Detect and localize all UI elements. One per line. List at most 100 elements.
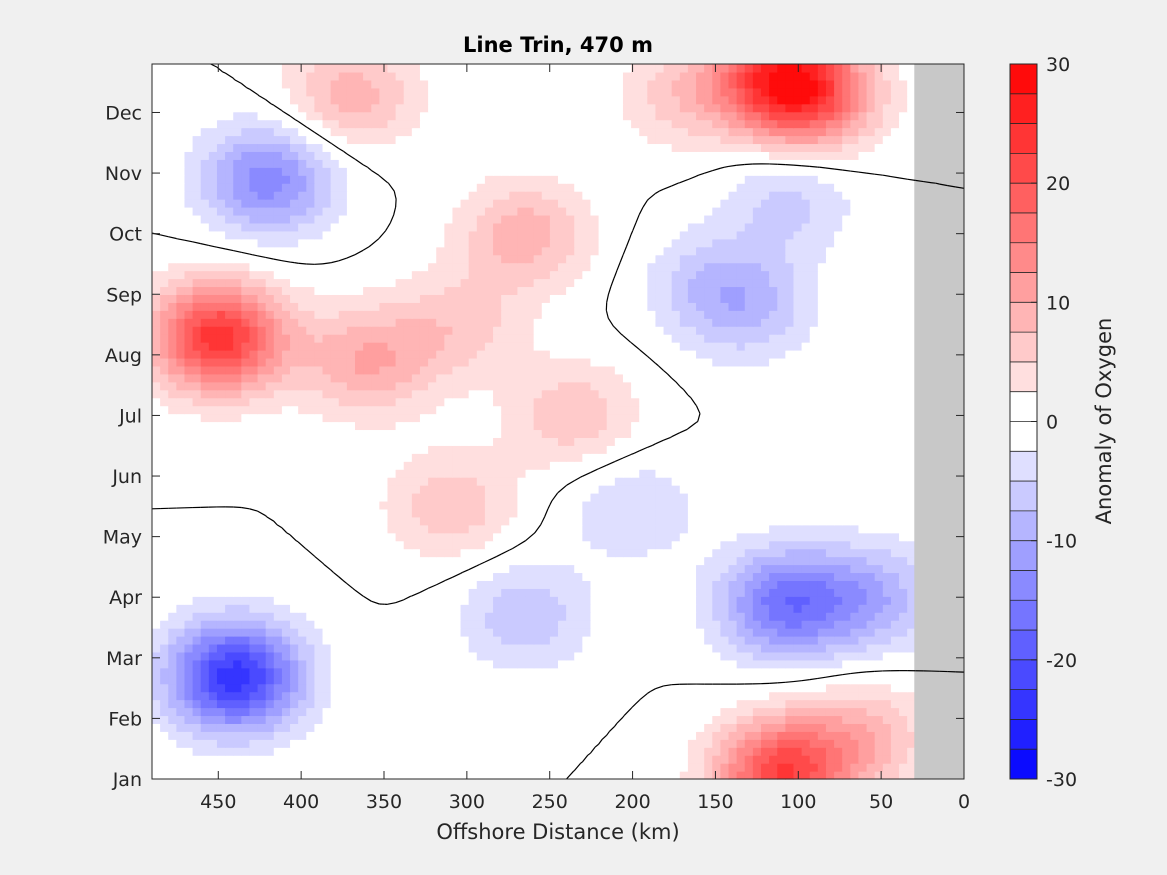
field-cell: [330, 580, 340, 589]
field-cell: [899, 739, 908, 748]
field-cell: [533, 572, 543, 581]
field-cell: [152, 572, 161, 581]
field-cell: [208, 429, 218, 438]
field-cell: [208, 612, 218, 621]
field-cell: [265, 651, 275, 661]
field-cell: [484, 723, 494, 732]
field-cell: [671, 683, 681, 693]
field-cell: [655, 588, 665, 597]
field-cell: [809, 612, 819, 621]
field-cell: [273, 628, 283, 637]
field-cell: [484, 580, 494, 589]
field-cell: [525, 707, 535, 717]
field-cell: [290, 604, 299, 613]
field-cell: [517, 612, 527, 621]
field-cell: [825, 485, 835, 494]
field-cell: [590, 453, 600, 462]
field-cell: [801, 596, 811, 605]
field-cell: [728, 771, 738, 780]
field-cell: [631, 771, 640, 780]
field-cell: [834, 381, 843, 391]
field-cell: [720, 453, 730, 462]
field-cell: [639, 461, 648, 470]
field-cell: [631, 628, 640, 637]
field-cell: [907, 453, 916, 462]
field-cell: [517, 564, 527, 574]
field-cell: [655, 389, 665, 399]
field-cell: [590, 771, 600, 780]
field-cell: [761, 723, 770, 732]
field-cell: [501, 493, 510, 502]
field-cell: [160, 628, 169, 637]
field-cell: [687, 516, 697, 526]
field-cell: [501, 628, 510, 637]
field-cell: [817, 731, 827, 740]
field-cell: [809, 540, 819, 550]
field-cell: [517, 715, 527, 724]
field-cell: [598, 524, 608, 534]
field-cell: [176, 461, 186, 470]
field-cell: [411, 691, 421, 701]
field-cell: [712, 643, 721, 653]
field-cell: [874, 747, 884, 756]
field-cell: [249, 612, 259, 621]
field-cell: [152, 683, 161, 693]
field-cell: [387, 604, 397, 613]
field-cell: [322, 771, 332, 780]
field-cell: [436, 604, 445, 613]
field-cell: [338, 524, 348, 534]
field-cell: [419, 516, 429, 526]
field-cell: [574, 763, 583, 772]
field-cell: [549, 604, 559, 613]
field-cell: [517, 636, 527, 645]
field-cell: [622, 564, 632, 574]
field-cell: [346, 461, 356, 470]
field-cell: [216, 500, 226, 510]
field-cell: [298, 596, 307, 605]
field-cell: [363, 453, 372, 462]
field-cell: [874, 485, 884, 494]
field-cell: [850, 493, 860, 502]
field-cell: [736, 739, 746, 748]
field-cell: [225, 453, 234, 462]
field-cell: [208, 421, 218, 431]
field-cell: [290, 659, 299, 669]
field-cell: [444, 628, 454, 637]
field-cell: [346, 691, 356, 701]
field-cell: [874, 715, 884, 724]
field-cell: [736, 397, 746, 407]
field-cell: [566, 636, 575, 645]
field-cell: [882, 747, 892, 756]
field-cell: [160, 445, 169, 454]
field-cell: [817, 445, 827, 454]
field-cell: [825, 675, 835, 685]
field-cell: [395, 469, 405, 478]
field-cell: [387, 715, 397, 724]
field-cell: [874, 723, 884, 732]
field-cell: [314, 683, 324, 693]
field-cell: [582, 707, 592, 717]
field-cell: [501, 643, 510, 653]
field-cell: [419, 405, 429, 415]
field-cell: [298, 771, 307, 780]
field-cell: [834, 731, 843, 740]
field-cell: [509, 556, 518, 566]
field-cell: [720, 731, 730, 740]
field-cell: [379, 405, 389, 415]
field-cell: [436, 612, 445, 621]
field-cell: [371, 516, 380, 526]
field-cell: [541, 659, 551, 669]
field-cell: [403, 516, 413, 526]
field-cell: [655, 548, 665, 558]
field-cell: [152, 429, 161, 438]
field-cell: [290, 580, 299, 589]
field-cell: [452, 524, 462, 534]
field-cell: [574, 389, 583, 399]
field-cell: [160, 421, 169, 431]
field-cell: [452, 691, 462, 701]
field-cell: [558, 532, 567, 542]
field-cell: [696, 469, 705, 478]
field-cell: [842, 532, 851, 542]
field-cell: [769, 453, 778, 462]
field-cell: [346, 588, 356, 597]
